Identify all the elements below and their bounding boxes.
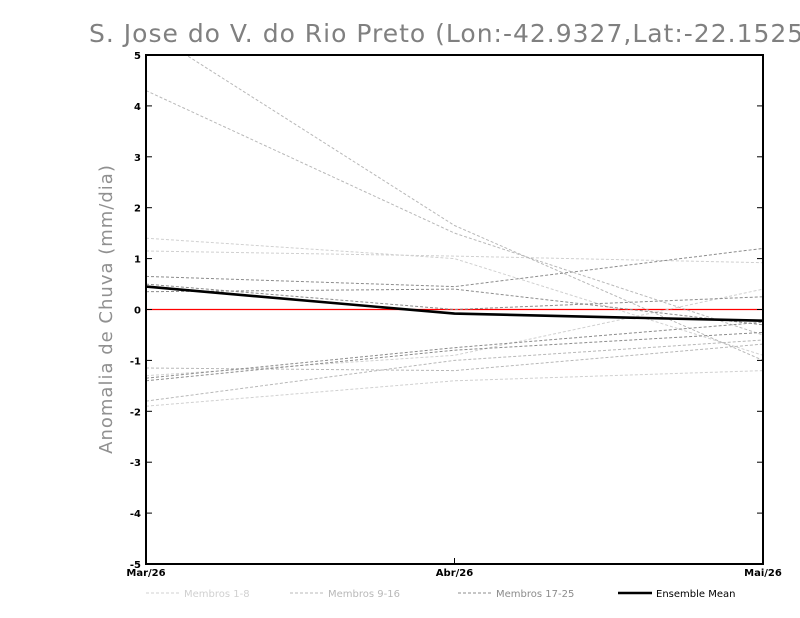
y-tick-label: -1 (130, 356, 141, 367)
x-tick-label: Abr/26 (436, 568, 473, 579)
member-series-line-10 (146, 331, 763, 382)
ensemble-mean-line (146, 285, 763, 322)
y-tick-label: -2 (130, 407, 141, 418)
member-series-line-5 (185, 55, 763, 361)
legend-label-4: Ensemble Mean (656, 589, 735, 600)
y-tick-label: -4 (130, 509, 141, 520)
member-series-line-4 (146, 90, 763, 336)
member-series-line-6 (146, 339, 763, 402)
series-layer (146, 55, 763, 407)
member-series-line-2 (146, 288, 763, 377)
y-tick-label: 0 (134, 306, 141, 317)
member-series-line-7 (146, 343, 763, 372)
y-tick-label: 4 (134, 102, 141, 113)
member-series-line-9 (146, 288, 763, 326)
member-series-line-3 (146, 250, 763, 264)
y-tick-label: -3 (130, 458, 141, 469)
y-tick-label: -5 (130, 560, 141, 571)
x-tick-label: Mai/26 (744, 568, 782, 579)
legend-label-3: Membros 17-25 (496, 589, 574, 600)
y-tick-label: 1 (134, 255, 141, 266)
y-axis-label: Anomalia de Chuva (mm/dia) (96, 164, 117, 454)
legend-label-2: Membros 9-16 (328, 589, 400, 600)
x-tick-label: Mar/26 (126, 568, 165, 579)
member-series-line-11 (146, 321, 763, 379)
chart-title: S. Jose do V. do Rio Preto (Lon:-42.9327… (89, 19, 800, 48)
y-tick-label: 3 (134, 153, 141, 164)
member-series-line-8 (146, 247, 763, 288)
y-tick-label: 5 (134, 51, 141, 62)
member-series-line-1 (146, 370, 763, 407)
y-tick-label: 2 (134, 204, 141, 215)
member-series-line-12 (146, 283, 763, 311)
legend: Membros 1-8 Membros 9-16 Membros 17-25 Ense… (146, 589, 735, 600)
legend-label-1: Membros 1-8 (184, 589, 250, 600)
